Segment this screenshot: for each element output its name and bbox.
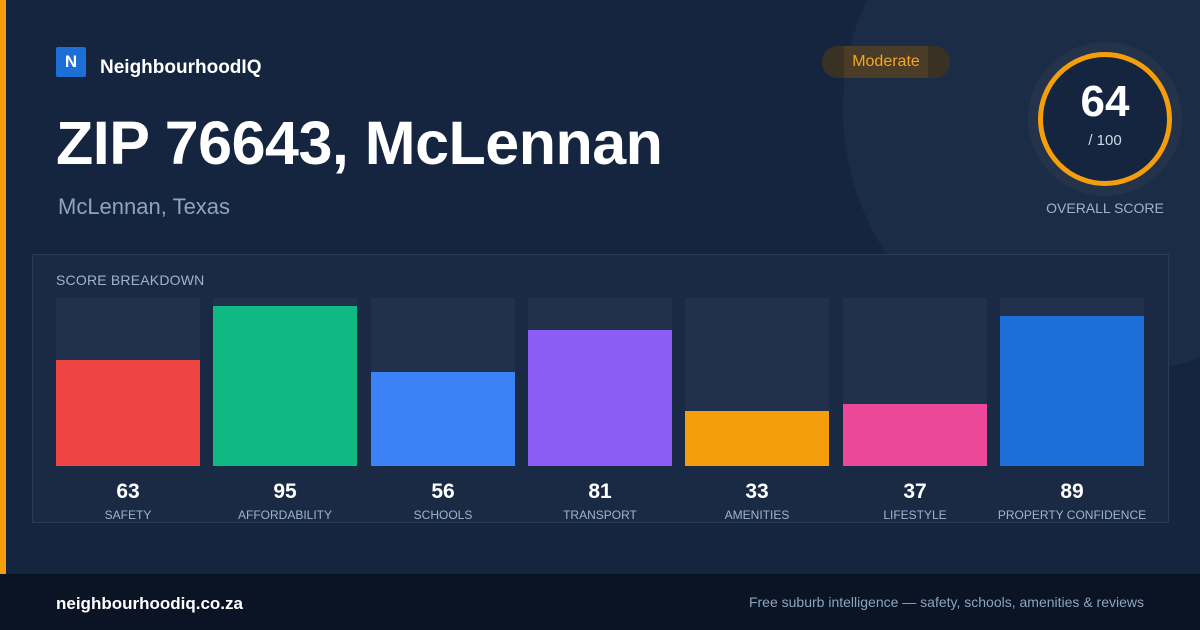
bar-label: SAFETY — [104, 508, 152, 522]
bar-label: LIFESTYLE — [883, 508, 947, 522]
bar-fill — [843, 404, 987, 466]
bar-fill — [213, 306, 357, 466]
hero-card: N NeighbourhoodIQ Moderate ZIP 76643, Mc… — [0, 0, 1182, 574]
bar-schools: 56 SCHOOLS — [371, 298, 515, 522]
overall-score-caption: OVERALL SCORE — [1046, 200, 1164, 216]
location-subtitle: McLennan, Texas — [58, 194, 231, 219]
bar-label: PROPERTY CONFIDENCE — [997, 508, 1147, 522]
bar-track — [56, 298, 200, 466]
bar-property-confidence: 89 PROPERTY CONFIDENCE — [998, 298, 1146, 522]
score-ring-progress — [1038, 52, 1172, 186]
bar-value: 56 — [431, 480, 455, 503]
bar-value: 89 — [1060, 480, 1084, 503]
bar-transport: 81 TRANSPORT — [528, 298, 672, 522]
accent-bar — [0, 0, 6, 574]
bar-label: AMENITIES — [724, 508, 790, 522]
rating-badge-label: Moderate — [852, 53, 920, 70]
brand-name: NeighbourhoodIQ — [100, 57, 262, 78]
footer: neighbourhoodiq.co.za Free suburb intell… — [0, 574, 1200, 630]
bar-track — [685, 298, 829, 466]
overall-score-max: / 100 — [1088, 132, 1122, 149]
bar-fill — [371, 372, 515, 466]
bar-fill — [56, 360, 200, 466]
bar-value: 63 — [116, 480, 140, 503]
brand-logo-icon: N — [56, 47, 86, 77]
bar-value: 81 — [588, 480, 612, 503]
bar-lifestyle: 37 LIFESTYLE — [843, 298, 987, 522]
bar-label: SCHOOLS — [413, 508, 473, 522]
overall-score-ring: 64 — [1028, 42, 1182, 196]
bar-label: TRANSPORT — [563, 508, 637, 522]
bar-label: AFFORDABILITY — [237, 508, 332, 522]
page-title: ZIP 76643, McLennan — [56, 109, 663, 177]
bar-track — [528, 298, 672, 466]
bar-fill — [528, 330, 672, 466]
bar-value: 95 — [273, 480, 297, 503]
footer-site-link[interactable]: neighbourhoodiq.co.za — [56, 594, 243, 613]
bar-track — [1000, 298, 1144, 466]
brand[interactable]: N NeighbourhoodIQ — [56, 46, 261, 78]
rating-badge: Moderate — [822, 46, 950, 78]
bar-amenities: 33 AMENITIES — [685, 298, 829, 522]
score-breakdown-panel: SCORE BREAKDOWN 63 SAFETY 95 AFFORDABILITY 5… — [32, 254, 1169, 523]
bar-track — [213, 298, 357, 466]
bar-track — [371, 298, 515, 466]
bar-value: 37 — [903, 480, 927, 503]
bar-safety: 63 SAFETY — [56, 298, 200, 522]
bar-affordability: 95 AFFORDABILITY — [213, 298, 357, 522]
footer-tagline: Free suburb intelligence — safety, schoo… — [748, 594, 1144, 610]
overall-score-value: 64 — [1080, 77, 1130, 126]
bar-fill — [1000, 316, 1144, 466]
bar-value: 33 — [745, 480, 769, 503]
breakdown-title: SCORE BREAKDOWN — [56, 272, 205, 288]
bar-track — [843, 298, 987, 466]
bar-fill — [685, 411, 829, 466]
